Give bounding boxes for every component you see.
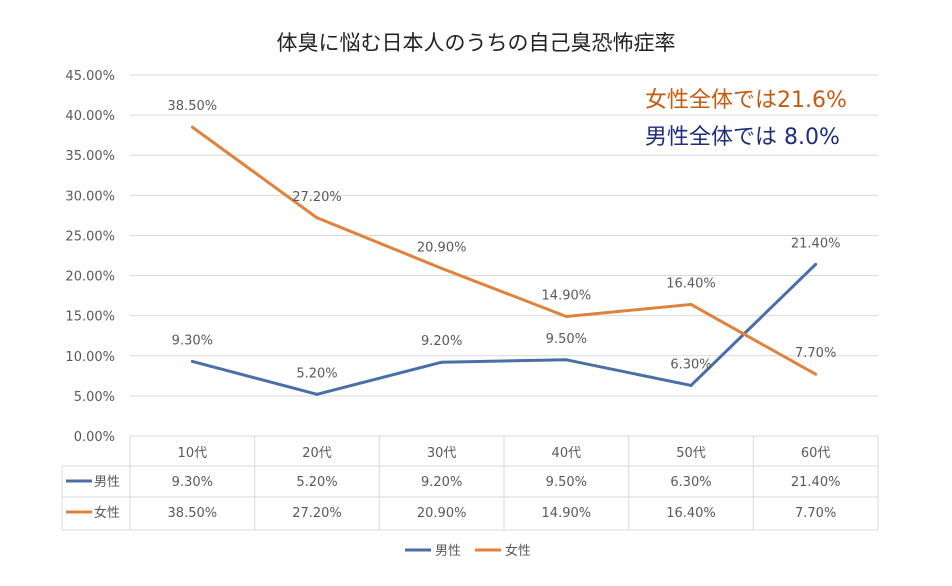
legend-label: 女性 (505, 543, 531, 559)
y-tick-label: 20.00% (65, 270, 115, 285)
x-tick-label: 20代 (302, 446, 332, 461)
table-cell: 27.20% (292, 506, 342, 521)
data-label: 6.30% (670, 357, 711, 372)
y-tick-label: 45.00% (65, 69, 115, 84)
table-cell: 9.30% (172, 475, 213, 490)
data-point (190, 359, 194, 363)
data-point (814, 372, 818, 376)
table-cell: 38.50% (168, 506, 218, 521)
x-tick-label: 10代 (178, 446, 208, 461)
data-label: 27.20% (292, 190, 342, 205)
table-cell: 7.70% (795, 506, 836, 521)
table-cell: 21.40% (791, 475, 841, 490)
data-label: 38.50% (168, 99, 218, 114)
data-label: 21.40% (791, 236, 841, 251)
table-cell: 6.30% (670, 475, 711, 490)
data-label: 14.90% (542, 288, 592, 303)
data-label: 16.40% (666, 276, 716, 291)
table-series-label: 女性 (94, 505, 120, 521)
table-cell: 5.20% (296, 475, 337, 490)
table-series-label: 男性 (94, 475, 120, 490)
x-tick-label: 50代 (676, 446, 706, 461)
y-tick-label: 35.00% (65, 149, 115, 164)
y-tick-label: 10.00% (65, 350, 115, 365)
data-label: 5.20% (296, 366, 337, 381)
y-tick-label: 5.00% (74, 390, 115, 405)
data-point (564, 358, 568, 362)
data-label: 9.20% (421, 334, 462, 349)
y-tick-label: 25.00% (65, 229, 115, 244)
table-cell: 9.50% (546, 475, 587, 490)
data-label: 7.70% (795, 346, 836, 361)
table-cell: 14.90% (542, 506, 592, 521)
data-point (315, 216, 319, 220)
data-point (440, 266, 444, 270)
data-point (689, 383, 693, 387)
y-tick-label: 15.00% (65, 310, 115, 325)
data-label: 20.90% (417, 240, 467, 255)
y-tick-label: 30.00% (65, 189, 115, 204)
x-tick-label: 60代 (801, 446, 831, 461)
y-tick-label: 40.00% (65, 109, 115, 124)
table-cell: 20.90% (417, 506, 467, 521)
table-cell: 16.40% (666, 506, 716, 521)
series-line-男性 (191, 263, 817, 396)
annotation: 女性全体では21.6% (645, 88, 847, 113)
table-cell: 9.20% (421, 475, 462, 490)
annotation: 男性全体では 8.0% (645, 125, 840, 150)
data-label: 9.50% (546, 332, 587, 347)
series-line-女性 (191, 125, 817, 376)
legend-label: 男性 (435, 544, 461, 559)
chart-title: 体臭に悩む日本人のうちの自己臭恐怖症率 (277, 31, 676, 55)
x-tick-label: 30代 (427, 446, 457, 461)
data-point (315, 392, 319, 396)
data-point (689, 302, 693, 306)
data-point (190, 125, 194, 129)
y-tick-label: 0.00% (74, 430, 115, 445)
data-label: 9.30% (172, 333, 213, 348)
data-point (814, 262, 818, 266)
x-tick-label: 40代 (552, 446, 582, 461)
data-point (440, 360, 444, 364)
data-point (564, 314, 568, 318)
